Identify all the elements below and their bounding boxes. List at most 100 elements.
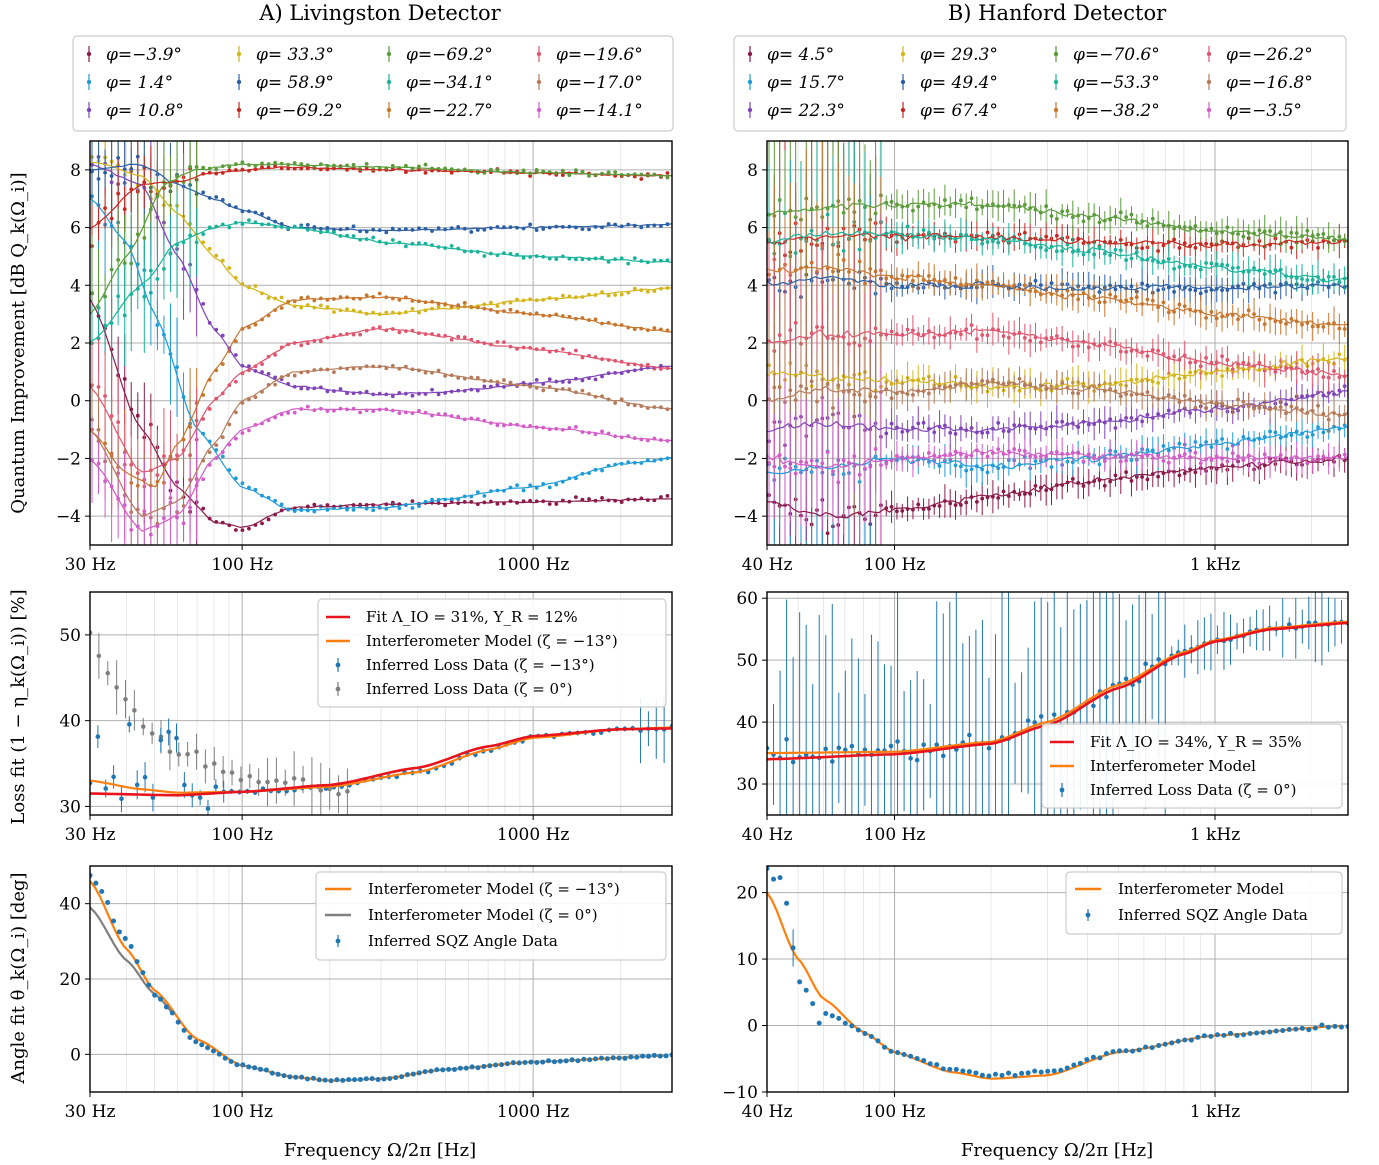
data-point [619,292,624,297]
data-point [574,168,578,173]
data-point [390,238,395,242]
data-point [229,770,235,775]
data-point [181,521,186,526]
data-point [619,397,624,402]
data-point [233,436,238,441]
data-point [528,222,533,227]
data-point [397,297,402,302]
data-point [1321,430,1326,435]
data-point [1342,327,1347,331]
data-point [868,464,873,469]
data-point [948,452,953,456]
data-point [1113,473,1118,478]
data-point [1166,448,1171,453]
data-point [1310,324,1315,329]
data-point [253,284,258,288]
data-point [1278,435,1283,440]
data-point [1257,405,1262,410]
data-point [1316,454,1320,459]
data-point [1102,251,1107,256]
data-point [1236,317,1240,322]
data-point [857,472,862,477]
data-point [142,236,147,240]
data-point [1182,393,1187,398]
data-point [841,458,846,463]
data-point [820,461,825,466]
data-point [974,278,979,283]
data-point [279,502,284,507]
data-point [1278,267,1283,272]
data-point [220,362,225,367]
model-line [90,163,672,315]
data-point [916,502,921,507]
data-point [1278,453,1283,457]
data-point [469,230,474,234]
data-point [299,343,304,348]
data-point [932,335,937,340]
data-point [1188,411,1192,415]
data-point [1262,272,1267,276]
data-point [1129,392,1134,397]
data-point [1252,457,1256,462]
data-point [1337,234,1342,239]
model-line [767,265,1348,326]
data-point [325,389,330,394]
data-point [1198,267,1203,272]
data-point [1225,459,1230,464]
data-point [554,257,559,261]
data-point [767,461,771,465]
data-point [1316,232,1320,237]
data-point [188,233,192,238]
data-point [534,311,539,316]
data-point [788,328,793,333]
model-line [90,298,672,529]
data-point [495,340,500,344]
data-point [1273,290,1278,295]
data-point [985,470,990,475]
data-point [103,170,107,175]
data-point [645,289,650,294]
data-point [1124,258,1129,262]
data-point [927,273,931,278]
data-point [1214,316,1219,321]
data-point [1257,461,1262,466]
data-point [964,455,969,459]
data-point [613,170,618,175]
data-point [1182,471,1187,476]
data-point [969,467,974,472]
data-point [1193,245,1198,250]
data-point [847,342,851,346]
data-point [788,466,793,471]
data-point [1006,429,1011,434]
data-point [895,509,899,514]
data-point [1145,412,1150,417]
data-point [305,222,310,227]
data-point [1108,417,1113,422]
data-point [1022,283,1027,288]
data-point [162,454,166,459]
data-point [1316,245,1320,250]
data-point [927,391,931,396]
model-line [90,327,672,473]
data-point [1278,405,1283,410]
data-point [1044,248,1049,253]
data-point [996,495,1001,500]
data-point [1118,210,1123,215]
data-point [417,408,421,413]
scatter-group [90,602,672,815]
data-point [1134,295,1139,299]
data-point [1076,344,1081,348]
data-point [980,467,985,472]
data-point [358,332,363,337]
data-point [825,336,830,340]
data-point [1150,298,1155,303]
data-point [207,407,212,411]
data-point [900,509,905,513]
data-point [1134,250,1139,255]
data-point [502,378,506,382]
data-point [502,340,506,344]
data-point [116,191,121,196]
data-point [958,464,963,469]
data-point [1188,360,1192,365]
